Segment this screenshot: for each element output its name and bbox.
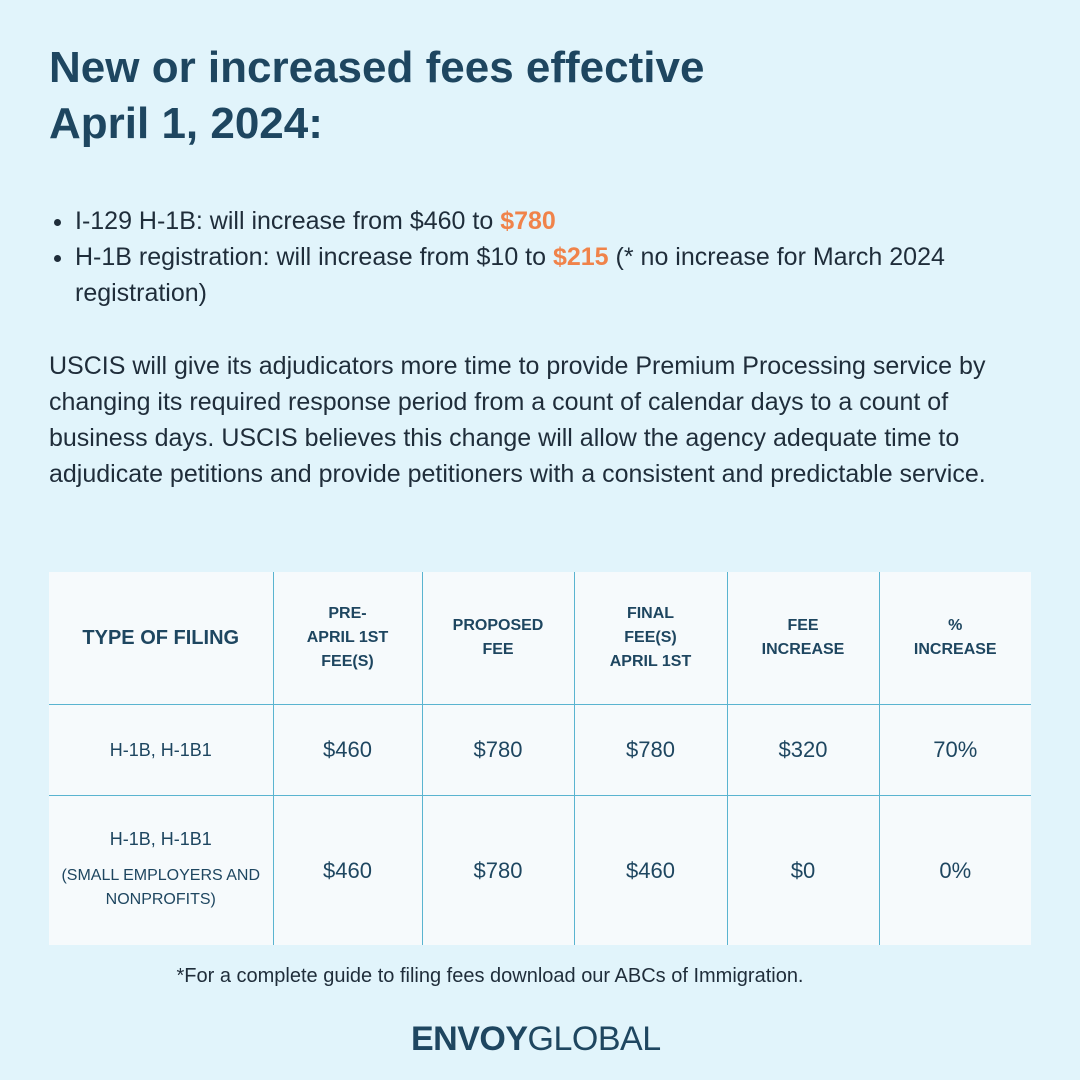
fee-table: TYPE OF FILING PRE- APRIL 1ST FEE(S) PROPO… [49, 572, 1031, 945]
filing-type: H-1B, H-1B1 [109, 829, 212, 849]
column-header: TYPE OF FILING [49, 572, 274, 705]
fee-cell: $780 [421, 704, 575, 796]
title-line-2: April 1, 2024: [49, 99, 323, 148]
fee-cell: 70% [878, 704, 1031, 796]
filing-type: H-1B, H-1B1 [109, 739, 212, 760]
table-row: H-1B, H-1B1 (SMALL EMPLOYERS AND NONPROFI… [49, 795, 1031, 945]
bullet-text: I-129 H-1B: will increase from $460 to [75, 207, 501, 235]
column-header: FEE INCREASE [726, 572, 880, 705]
table-header-row: TYPE OF FILING PRE- APRIL 1ST FEE(S) PROPO… [49, 572, 1031, 705]
fee-cell: $460 [272, 795, 423, 945]
filing-type-note: (SMALL EMPLOYERS AND NONPROFITS) [61, 867, 261, 908]
filing-type-cell: H-1B, H-1B1 [49, 704, 274, 796]
new-fee-highlight: $215 [552, 243, 609, 271]
envoy-global-logo: ENVOYGLOBAL [411, 1020, 661, 1059]
footnote: *For a complete guide to filing fees dow… [176, 965, 804, 987]
logo-light: GLOBAL [527, 1020, 662, 1058]
bullet-item: I-129 H-1B: will increase from $460 to $… [75, 203, 1035, 239]
premium-processing-paragraph: USCIS will give its adjudicators more ti… [49, 352, 986, 488]
bullet-suffix: (* no increase for March 2024 registrati… [75, 243, 945, 307]
bullet-text: H-1B registration: will increase from $1… [75, 243, 553, 271]
column-header: PROPOSED FEE [421, 572, 575, 705]
title-line-1: New or increased fees effective [49, 43, 705, 92]
fee-bullet-list: I-129 H-1B: will increase from $460 to $… [49, 203, 1035, 311]
fee-cell: $0 [726, 795, 880, 945]
column-header: % INCREASE [878, 572, 1031, 705]
fee-cell: $460 [573, 795, 728, 945]
page-title: New or increased fees effective April 1, … [49, 40, 1049, 152]
fee-cell: 0% [878, 795, 1031, 945]
fee-cell: $780 [421, 795, 575, 945]
logo-bold: ENVOY [411, 1020, 528, 1058]
filing-type-cell: H-1B, H-1B1 (SMALL EMPLOYERS AND NONPROFI… [49, 795, 274, 945]
table-row: H-1B, H-1B1 $460 $780 $780 $320 70% [49, 704, 1031, 796]
fee-cell: $460 [272, 704, 423, 796]
bullet-item: H-1B registration: will increase from $1… [75, 239, 1035, 311]
column-header: FINAL FEE(S) APRIL 1ST [573, 572, 728, 705]
column-header: PRE- APRIL 1ST FEE(S) [272, 572, 423, 705]
fee-cell: $780 [573, 704, 728, 796]
fee-cell: $320 [726, 704, 880, 796]
new-fee-highlight: $780 [500, 207, 556, 235]
